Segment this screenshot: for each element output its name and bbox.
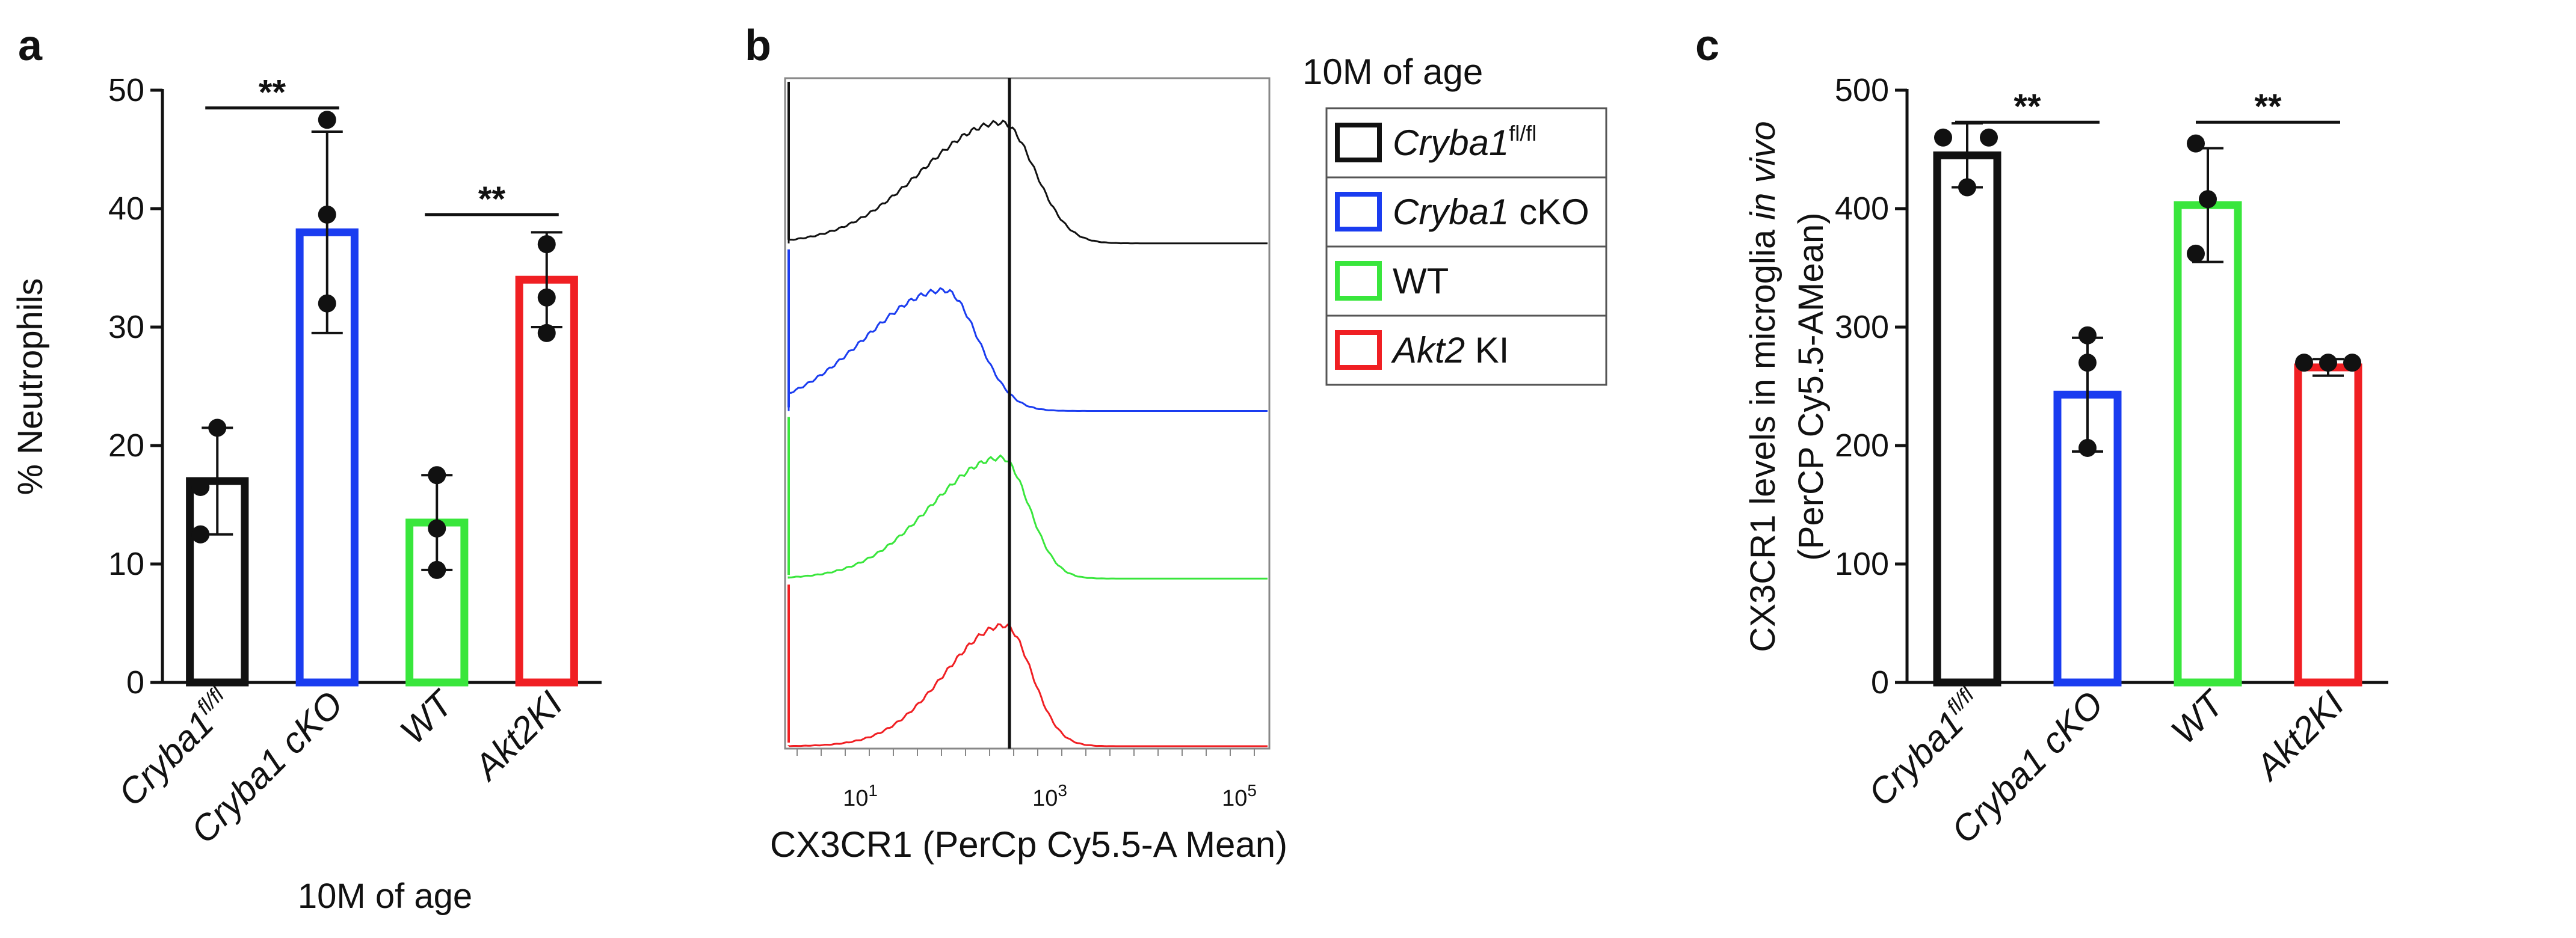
x-axis-label: CX3CR1 (PerCp Cy5.5-A Mean) [770, 824, 1287, 865]
significance-label: ** [2254, 87, 2282, 126]
x-category-label: WT [2163, 682, 2233, 752]
panel-letter-a: a [18, 22, 43, 70]
significance-label: ** [2014, 87, 2041, 126]
data-point [191, 477, 210, 496]
histogram-curve [787, 287, 1268, 412]
y-tick-label: 300 [1835, 309, 1889, 345]
bar [1933, 151, 2001, 687]
data-point [428, 466, 446, 485]
panel-letter-b: b [745, 22, 771, 70]
data-point [537, 288, 556, 307]
histogram-frame [784, 77, 1271, 750]
legend-swatch [1335, 330, 1382, 370]
y-tick-label: 10 [108, 546, 144, 582]
data-point [2078, 438, 2097, 457]
legend-swatch [1335, 261, 1382, 301]
y-tick-label: 50 [108, 72, 144, 108]
x-category-label: WT [392, 682, 462, 752]
y-axis-label-line1: CX3CR1 levels in microglia in vivo [1743, 121, 1783, 652]
y-axis-label: % Neutrophils [11, 278, 50, 495]
data-point [2187, 244, 2205, 263]
legend-entry: Cryba1 cKO [1393, 192, 1589, 232]
bar [2174, 201, 2242, 687]
panel-letter-c: c [1695, 22, 1719, 70]
data-point [1934, 128, 1952, 147]
x-tick-label: 105 [1222, 781, 1257, 811]
data-point [2319, 354, 2337, 372]
data-point [2078, 326, 2097, 345]
significance-label: ** [259, 73, 286, 112]
y-tick-label: 100 [1835, 546, 1889, 582]
data-point [2343, 354, 2361, 372]
x-tick-label: 101 [843, 781, 878, 811]
data-point [2295, 354, 2313, 372]
data-point [2187, 134, 2205, 153]
legend-swatch [1335, 123, 1382, 162]
legend-swatch [1335, 192, 1382, 231]
data-point [428, 560, 446, 579]
bar [2294, 363, 2362, 687]
data-point [428, 519, 446, 538]
y-axis-label-line2: (PerCP Cy5.5-AMean) [1792, 212, 1831, 560]
y-tick-label: 500 [1835, 72, 1889, 108]
data-point [2078, 354, 2097, 372]
histogram-curve [787, 623, 1268, 747]
data-point [2199, 190, 2217, 209]
y-tick-label: 20 [108, 428, 144, 464]
legend-title: 10M of age [1302, 52, 1483, 92]
legend-entry: Akt2 KI [1391, 330, 1509, 370]
data-point [537, 235, 556, 254]
y-tick-label: 40 [108, 191, 144, 227]
histogram-curve [787, 454, 1268, 580]
y-tick-label: 400 [1835, 191, 1889, 227]
panel-b-histogram: 101 103 105 CX3CR1 (PerCp Cy5.5-A Mean) 10M … [770, 52, 1607, 865]
data-point [318, 205, 336, 224]
legend-entry: WT [1393, 261, 1449, 301]
data-point [1980, 128, 1998, 147]
x-tick-label: 103 [1032, 781, 1067, 811]
y-tick-label: 0 [1871, 664, 1889, 700]
y-tick-label: 200 [1835, 428, 1889, 464]
x-category-label: Akt2KI [465, 684, 570, 788]
legend-entry: Cryba1fl/fl [1393, 121, 1536, 163]
significance-label: ** [478, 180, 506, 219]
data-point [191, 525, 210, 544]
histogram-curve [787, 119, 1268, 245]
x-axis-label: 10M of age [298, 877, 472, 916]
data-point [208, 418, 227, 437]
x-category-label: Akt2KI [2247, 684, 2352, 788]
data-point [537, 323, 556, 342]
data-point [318, 294, 336, 313]
y-tick-label: 30 [108, 309, 144, 345]
y-tick-label: 0 [126, 664, 144, 700]
data-point [1958, 178, 1976, 197]
data-point [318, 111, 336, 129]
